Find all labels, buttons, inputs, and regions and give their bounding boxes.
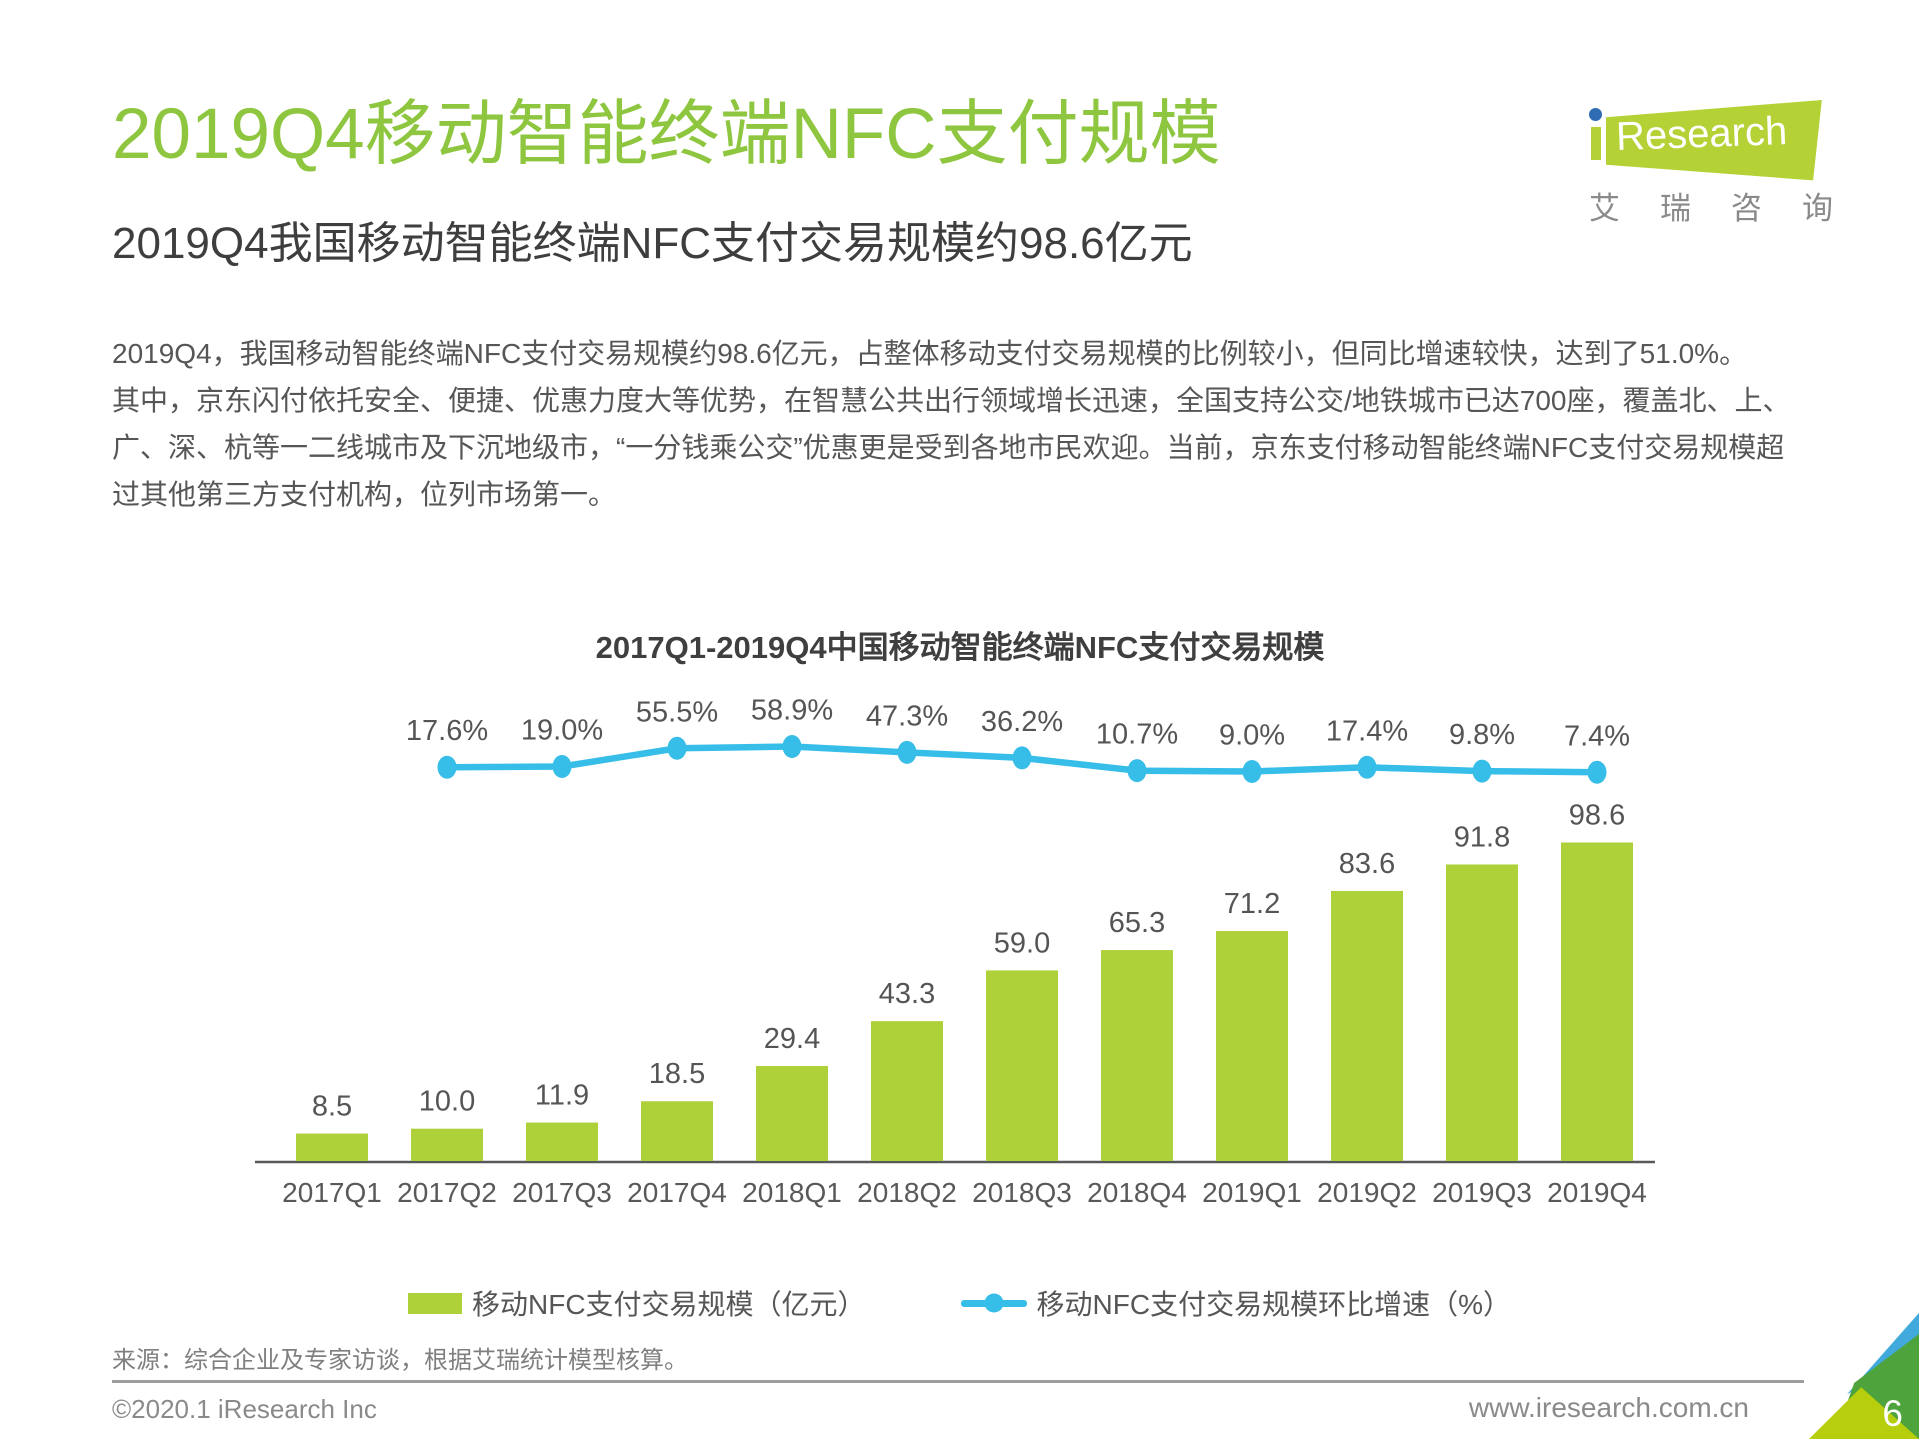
growth-value-label: 36.2% — [981, 706, 1063, 738]
paragraph-2: 其中，京东闪付依托安全、便捷、优惠力度大等优势，在智慧公共出行领域增长迅速，全国… — [112, 385, 1791, 510]
paragraph-1: 2019Q4，我国移动智能终端NFC支付交易规模约98.6亿元，占整体移动支付交… — [112, 338, 1748, 369]
source-note: 来源：综合企业及专家访谈，根据艾瑞统计模型核算。 — [112, 1347, 688, 1374]
chart-legend: 移动NFC支付交易规模（亿元） 移动NFC支付交易规模环比增速（%） — [0, 1283, 1919, 1323]
growth-value-label: 55.5% — [636, 696, 718, 728]
growth-value-label: 9.8% — [1449, 719, 1515, 751]
x-axis-label: 2019Q2 — [1317, 1177, 1417, 1208]
logo-i-stem-icon — [1591, 127, 1601, 160]
x-axis-label: 2018Q2 — [857, 1177, 957, 1208]
growth-value-label: 10.7% — [1096, 719, 1178, 751]
growth-line-point — [437, 755, 457, 779]
x-axis-label: 2017Q2 — [397, 1177, 497, 1208]
growth-value-label: 19.0% — [521, 715, 603, 747]
bar-value-label: 98.6 — [1569, 800, 1625, 832]
growth-line-point — [897, 740, 917, 764]
growth-line-point — [1587, 760, 1607, 784]
growth-value-label: 17.6% — [406, 715, 488, 747]
legend-item-line: 移动NFC支付交易规模环比增速（%） — [960, 1283, 1511, 1323]
bar-2017Q4 — [641, 1101, 713, 1161]
line-series-swatch — [960, 1293, 1027, 1313]
bar-value-label: 8.5 — [312, 1091, 352, 1123]
bar-value-label: 11.9 — [535, 1080, 589, 1112]
logo-brand-text: Research — [1615, 109, 1788, 159]
growth-line-point — [1012, 746, 1032, 770]
growth-line-point — [1472, 759, 1492, 783]
growth-line-point — [1127, 759, 1147, 783]
bar-2017Q1 — [296, 1133, 368, 1161]
bar-value-label: 71.2 — [1224, 888, 1280, 920]
growth-line-point — [1357, 755, 1377, 779]
bar-2018Q2 — [871, 1021, 943, 1161]
page-title: 2019Q4移动智能终端NFC支付规模 — [112, 95, 1221, 174]
bar-2019Q1 — [1216, 931, 1288, 1161]
logo-chinese-text: 艾瑞咨询 — [1589, 191, 1873, 226]
bar-2018Q1 — [756, 1066, 828, 1161]
line-series-label: 移动NFC支付交易规模环比增速（%） — [1036, 1289, 1511, 1320]
bar-2019Q2 — [1331, 890, 1403, 1161]
bar-value-label: 29.4 — [764, 1023, 820, 1055]
bar-value-label: 10.0 — [419, 1086, 475, 1118]
growth-line-point — [782, 735, 802, 759]
x-axis-label: 2018Q4 — [1087, 1177, 1187, 1208]
growth-value-label: 7.4% — [1564, 720, 1630, 752]
growth-value-label: 9.0% — [1219, 720, 1285, 752]
legend-item-bar: 移动NFC支付交易规模（亿元） — [408, 1283, 866, 1323]
bar-value-label: 18.5 — [649, 1058, 705, 1090]
bar-series-label: 移动NFC支付交易规模（亿元） — [472, 1289, 866, 1320]
x-axis-label: 2019Q4 — [1547, 1177, 1647, 1208]
bar-value-label: 59.0 — [994, 927, 1050, 959]
growth-value-label: 47.3% — [866, 700, 948, 732]
x-axis-label: 2017Q4 — [627, 1177, 727, 1208]
bar-value-label: 83.6 — [1339, 848, 1395, 880]
footer-copyright: ©2020.1 iResearch Inc — [112, 1394, 377, 1424]
growth-line-point — [1242, 760, 1262, 783]
body-text: 2019Q4，我国移动智能终端NFC支付交易规模约98.6亿元，占整体移动支付交… — [112, 330, 1812, 518]
growth-value-label: 58.9% — [751, 695, 833, 727]
x-axis-label: 2017Q1 — [282, 1177, 382, 1208]
x-axis-label: 2018Q3 — [972, 1177, 1072, 1208]
line-series-dot-icon — [984, 1293, 1004, 1313]
corner-decoration: 6 — [1778, 1299, 1919, 1439]
bar-2019Q3 — [1446, 864, 1518, 1161]
x-axis-label: 2019Q3 — [1432, 1177, 1532, 1208]
growth-line-point — [552, 755, 572, 778]
x-axis-label: 2019Q1 — [1202, 1177, 1302, 1208]
bar-series-swatch — [408, 1292, 462, 1314]
nfc-payment-chart: 8.5 2017Q1 10.0 2017Q2 11.9 2017Q3 18.5 2017Q4 2… — [255, 695, 1655, 1208]
bar-2017Q2 — [411, 1128, 483, 1161]
bar-2018Q4 — [1101, 950, 1173, 1161]
page-number: 6 — [1882, 1393, 1903, 1434]
x-axis-label: 2017Q3 — [512, 1177, 612, 1208]
growth-value-label: 17.4% — [1326, 715, 1408, 747]
page-subtitle: 2019Q4我国移动智能终端NFC支付交易规模约98.6亿元 — [112, 219, 1193, 268]
logo-i-dot-icon — [1589, 108, 1602, 121]
growth-line-point — [667, 736, 687, 760]
chart-title: 2017Q1-2019Q4中国移动智能终端NFC支付交易规模 — [595, 630, 1325, 665]
bar-value-label: 65.3 — [1109, 907, 1165, 939]
bar-2018Q3 — [986, 970, 1058, 1161]
x-axis-label: 2018Q1 — [742, 1177, 842, 1208]
bar-value-label: 43.3 — [879, 978, 935, 1010]
footer-website: www.iresearch.com.cn — [1468, 1392, 1749, 1423]
bar-2019Q4 — [1561, 842, 1633, 1161]
bar-2017Q3 — [526, 1122, 598, 1161]
footer-divider — [112, 1380, 1804, 1383]
bar-value-label: 91.8 — [1454, 821, 1510, 853]
